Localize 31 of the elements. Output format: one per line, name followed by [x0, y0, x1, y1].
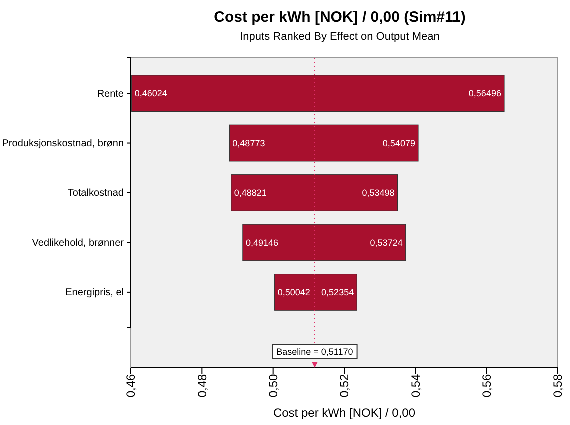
annotation: 0,53498 — [362, 188, 395, 198]
annotation: 0,46024 — [134, 88, 168, 99]
y-tick-label: Rente — [97, 88, 124, 100]
chart-title: Cost per kWh [NOK] / 0,00 (Sim#11) — [214, 9, 466, 26]
x-axis-title: Cost per kWh [NOK] / 0,00 — [273, 406, 416, 420]
bar — [229, 124, 419, 162]
annotation: 0,52354 — [322, 288, 354, 298]
annotation: 0,53724 — [370, 238, 403, 248]
y-tick-label: Totalkostnad — [68, 188, 124, 200]
x-tick-label: 0,48 — [195, 374, 210, 398]
x-tick-label: 0,50 — [266, 374, 281, 398]
annotation: 0,54079 — [382, 138, 416, 148]
y-tick-label: Energipris, el — [66, 288, 124, 299]
chart-subtitle: Inputs Ranked By Effect on Output Mean — [240, 31, 440, 43]
annotation: 0,48821 — [234, 188, 267, 198]
ref-line-label: Baseline = 0,51170 — [276, 347, 354, 357]
x-tick-label: 0,54 — [408, 374, 423, 398]
x-tick-label: 0,58 — [551, 374, 566, 398]
annotation: 0,48773 — [232, 138, 266, 148]
annotation: 0,56496 — [468, 88, 502, 99]
bar — [132, 75, 505, 112]
x-tick-label: 0,52 — [338, 374, 352, 398]
bar — [242, 224, 406, 262]
bar — [231, 174, 398, 212]
bar — [274, 274, 358, 311]
annotation: 0,49146 — [246, 238, 278, 248]
x-tick-label: 0,56 — [480, 374, 494, 398]
y-tick-label: Vedlikehold, brønner — [32, 238, 125, 249]
y-tick-label: Produksjonskostnad, brønn — [2, 138, 124, 150]
annotation: 0,50042 — [278, 288, 310, 298]
x-tick-label: 0,46 — [124, 374, 138, 398]
